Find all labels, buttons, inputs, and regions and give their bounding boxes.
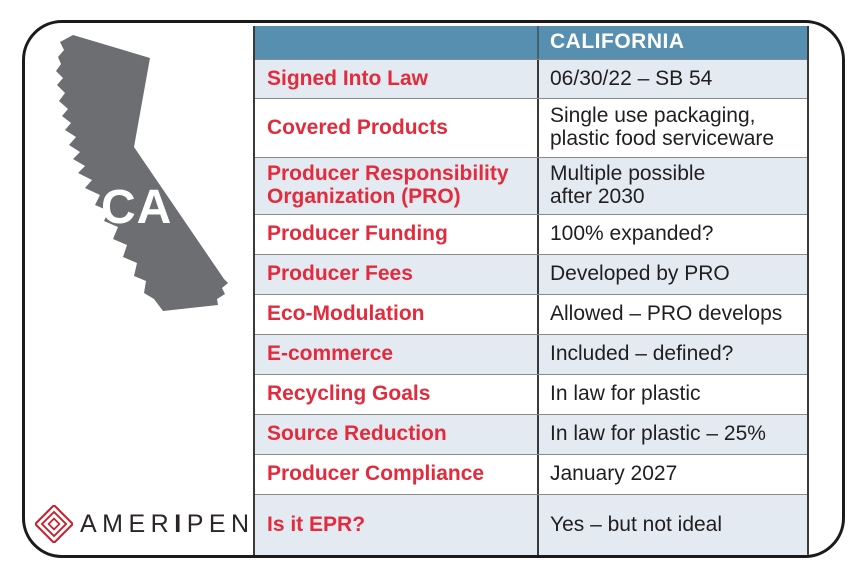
row-label: Producer Funding	[267, 222, 448, 246]
info-card: CA AMERIPEN® CALIFORNIA Signed Into Law …	[22, 20, 845, 558]
row-value: Multiple possible after 2030	[537, 158, 807, 214]
header-state-cell: CALIFORNIA	[537, 26, 807, 59]
row-value: Allowed – PRO develops	[537, 295, 807, 334]
row-label: Is it EPR?	[267, 512, 366, 536]
california-shape	[56, 35, 228, 311]
table-row: Producer Funding 100% expanded?	[255, 214, 807, 254]
table-row: Producer Fees Developed by PRO	[255, 254, 807, 294]
row-value: In law for plastic	[537, 375, 807, 414]
row-value: In law for plastic – 25%	[537, 415, 807, 454]
ameripen-wordmark: AMERIPEN®	[80, 505, 262, 538]
wordmark-i: I	[174, 509, 187, 538]
row-value: Developed by PRO	[537, 255, 807, 294]
wordmark-start: AMER	[80, 509, 175, 538]
table-row: E-commerce Included – defined?	[255, 334, 807, 374]
state-abbreviation-label: CA	[101, 181, 172, 234]
table-row: Is it EPR? Yes – but not ideal	[255, 494, 807, 555]
row-label: Signed Into Law	[267, 66, 428, 90]
wordmark-end: PEN	[186, 509, 255, 538]
california-map: CA	[56, 35, 228, 311]
row-label: Recycling Goals	[267, 382, 431, 406]
table-row: Source Reduction In law for plastic – 25…	[255, 414, 807, 454]
row-label: Covered Products	[267, 115, 448, 139]
row-label: Producer Responsibility Organization (PR…	[267, 162, 509, 208]
row-value: Included – defined?	[537, 335, 807, 374]
table-row: Signed Into Law 06/30/22 – SB 54	[255, 59, 807, 98]
table-row: Recycling Goals In law for plastic	[255, 374, 807, 414]
ameripen-logo: AMERIPEN®	[35, 503, 262, 545]
row-value: 100% expanded?	[537, 215, 807, 254]
row-value: January 2027	[537, 455, 807, 494]
row-value: Yes – but not ideal	[537, 495, 807, 555]
row-label: Producer Fees	[267, 262, 413, 286]
row-label: Producer Compliance	[267, 462, 485, 486]
table-row: Eco-Modulation Allowed – PRO develops	[255, 294, 807, 334]
table-header-row: CALIFORNIA	[255, 26, 807, 59]
row-label: Source Reduction	[267, 422, 447, 446]
table-row: Covered Products Single use packaging, p…	[255, 98, 807, 157]
table-row: Producer Compliance January 2027	[255, 454, 807, 494]
row-value: Single use packaging, plastic food servi…	[537, 99, 807, 157]
row-value: 06/30/22 – SB 54	[537, 60, 807, 98]
row-label: Eco-Modulation	[267, 302, 425, 326]
nested-diamond-packaging-icon	[35, 505, 73, 543]
header-empty-cell	[255, 26, 537, 59]
california-epr-table: CALIFORNIA Signed Into Law 06/30/22 – SB…	[253, 26, 809, 555]
table-row: Producer Responsibility Organization (PR…	[255, 157, 807, 214]
row-label: E-commerce	[267, 342, 394, 366]
